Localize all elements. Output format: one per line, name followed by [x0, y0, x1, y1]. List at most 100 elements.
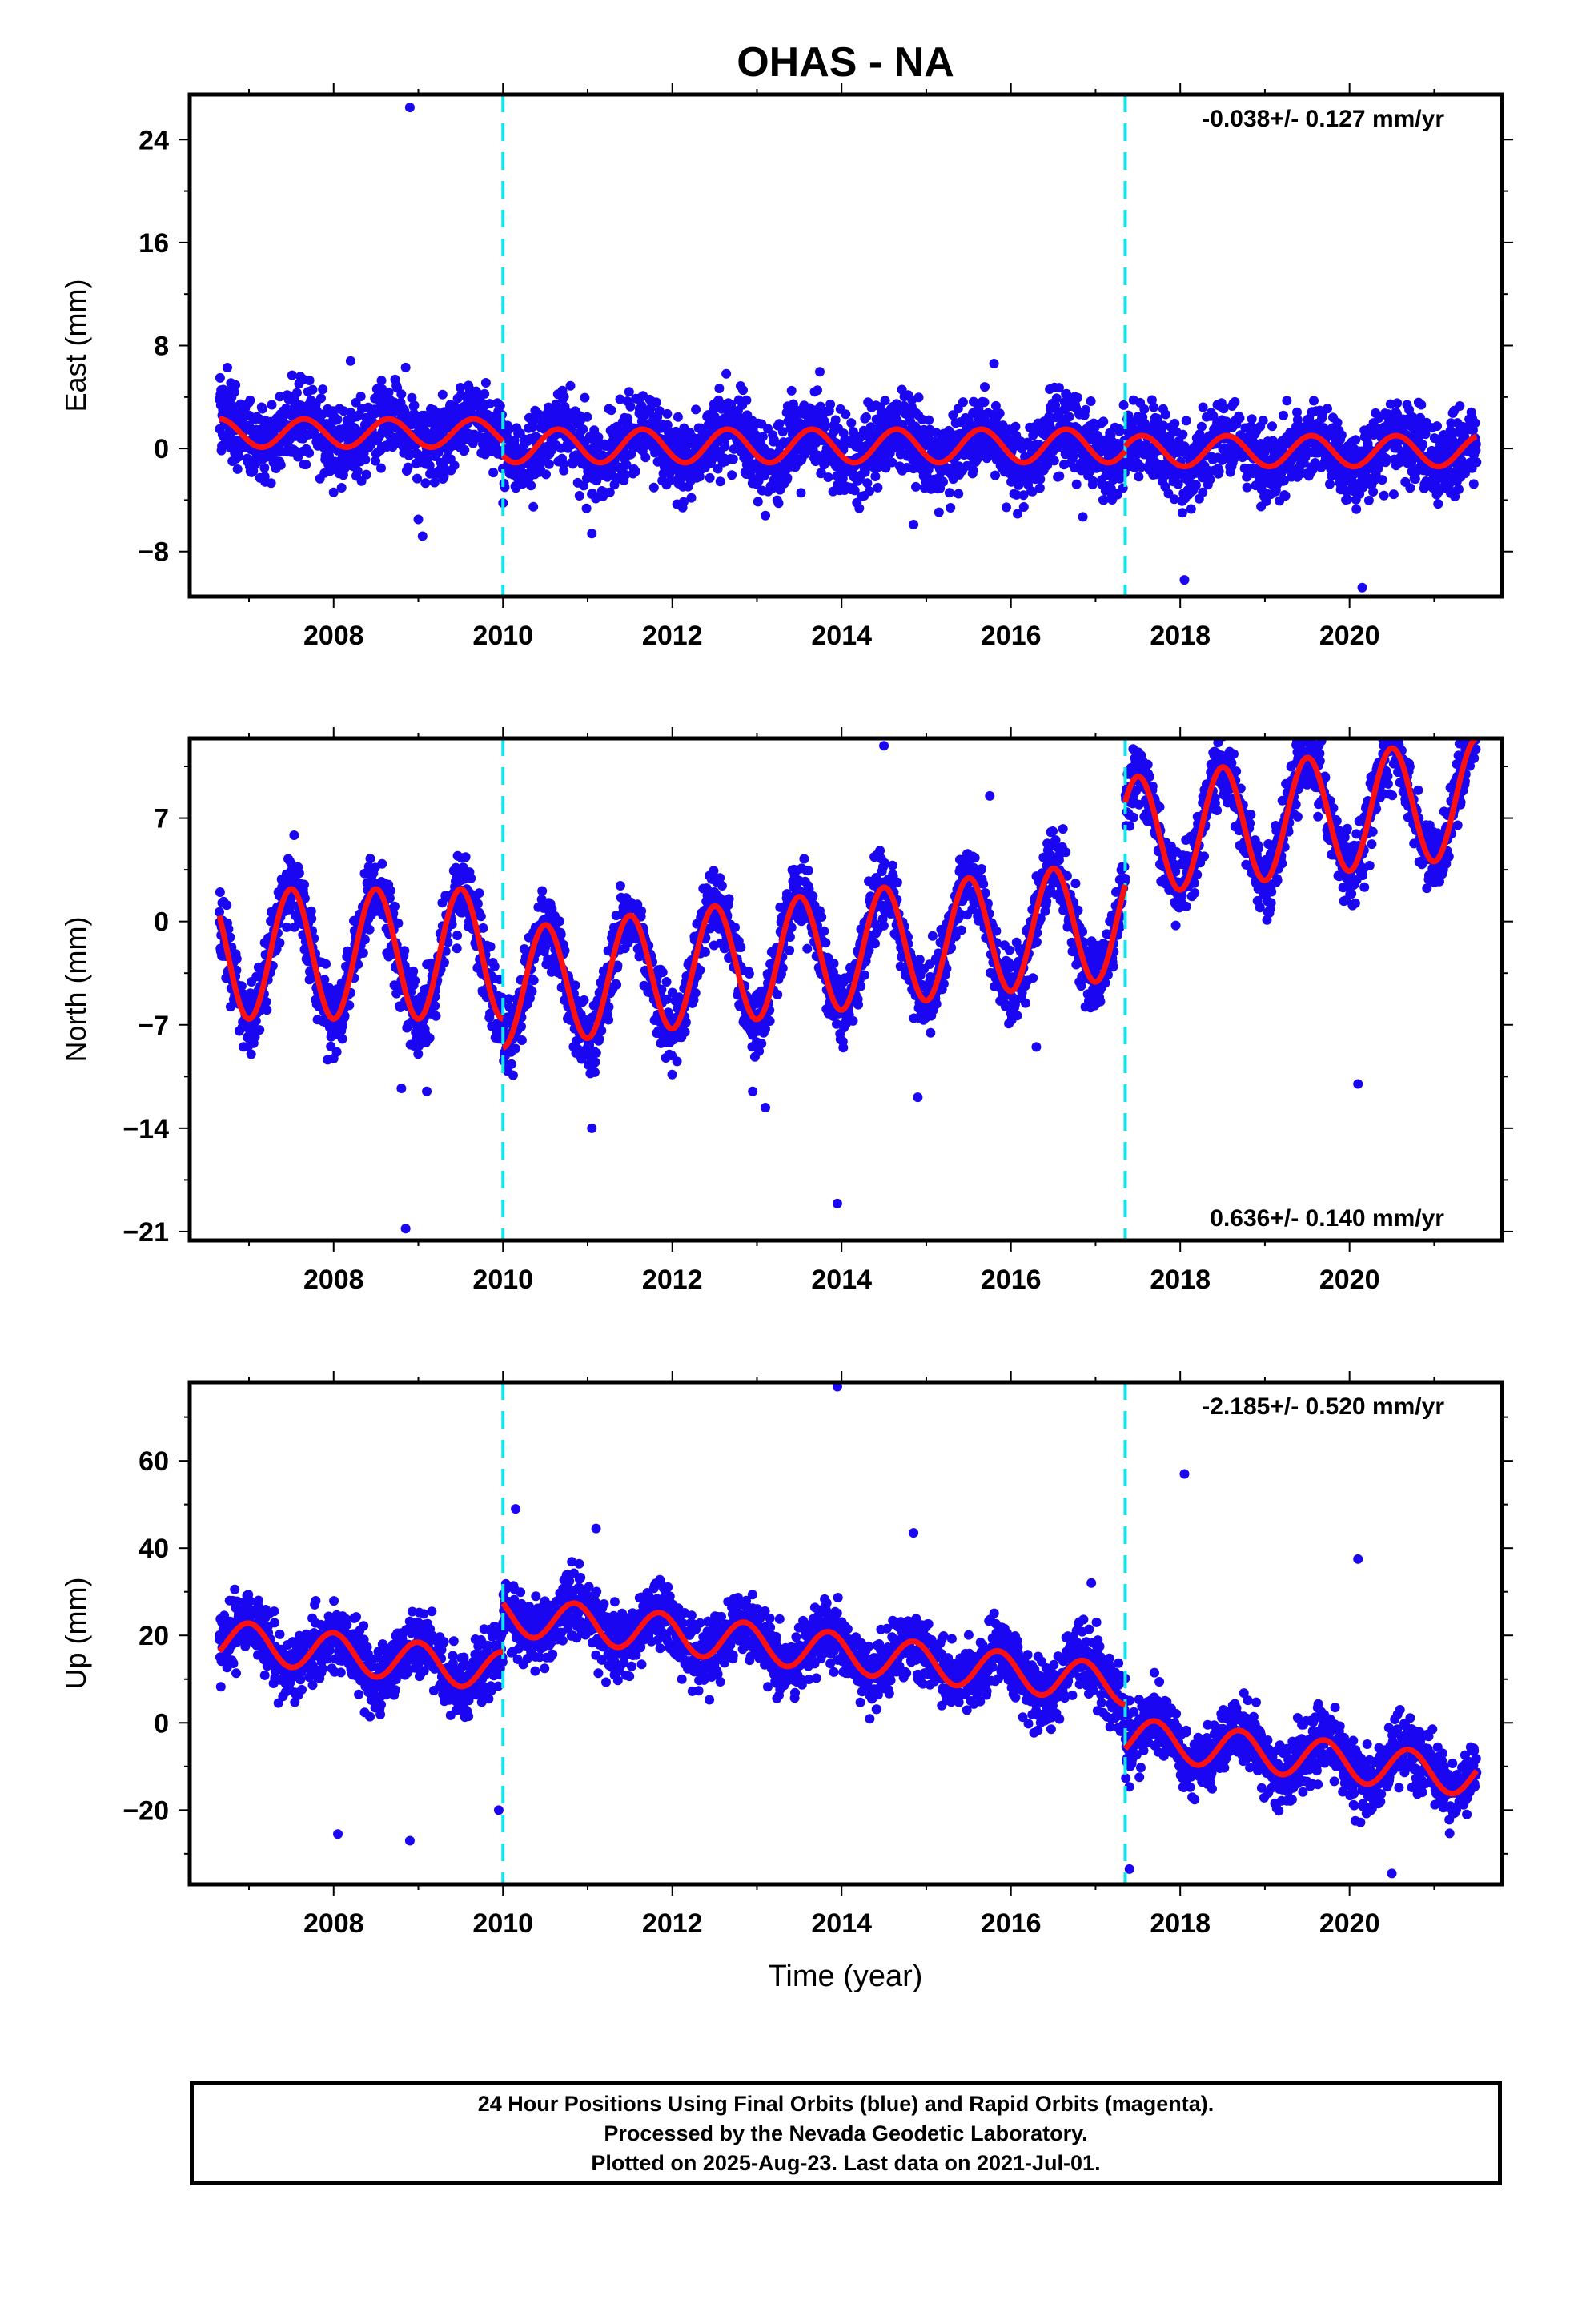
data-point — [980, 382, 990, 392]
data-point — [728, 454, 738, 464]
data-point — [574, 491, 584, 501]
data-point — [408, 966, 419, 976]
data-point — [630, 466, 640, 476]
data-point — [466, 873, 476, 883]
data-point — [1379, 490, 1389, 501]
data-point — [1013, 509, 1022, 519]
data-point — [439, 471, 449, 481]
data-point — [1051, 393, 1062, 404]
data-point — [1028, 430, 1038, 440]
data-point — [400, 946, 410, 956]
data-point — [841, 409, 851, 420]
data-point — [757, 432, 768, 442]
data-point — [963, 415, 974, 425]
data-point — [813, 385, 822, 396]
outlier-point — [417, 531, 428, 541]
data-point — [990, 400, 1001, 411]
data-point — [1235, 413, 1245, 424]
data-point — [1282, 396, 1292, 406]
data-point — [686, 493, 697, 503]
data-point — [1336, 430, 1347, 440]
tick-marks — [179, 83, 1513, 608]
data-point — [352, 466, 363, 476]
x-tick-label: 2020 — [1319, 621, 1380, 651]
data-point — [815, 367, 825, 377]
data-point — [1178, 429, 1188, 440]
data-point — [383, 387, 394, 397]
outlier-point — [1179, 575, 1190, 585]
data-point — [1173, 479, 1183, 489]
data-point — [294, 868, 304, 879]
data-point — [1261, 496, 1271, 506]
data-point — [431, 1011, 441, 1021]
data-point — [1309, 396, 1319, 406]
data-point — [232, 464, 243, 474]
data-point — [1368, 487, 1379, 497]
data-point — [1198, 402, 1208, 412]
data-point — [1383, 409, 1393, 420]
x-tick-label: 2008 — [303, 621, 364, 651]
data-point — [589, 425, 600, 436]
data-point — [1098, 416, 1109, 427]
data-point — [259, 463, 270, 473]
data-point — [620, 469, 631, 480]
data-point — [580, 392, 590, 403]
data-point — [452, 943, 462, 954]
data-point — [222, 900, 232, 911]
data-point — [579, 995, 589, 1005]
data-point — [234, 452, 244, 462]
outlier-point — [404, 103, 415, 113]
data-point — [1034, 483, 1045, 493]
outlier-point — [1357, 582, 1367, 593]
data-point — [1205, 474, 1215, 485]
data-point — [371, 456, 380, 466]
data-point — [579, 480, 589, 491]
data-point — [228, 401, 238, 412]
data-point — [789, 403, 799, 413]
data-point — [1146, 395, 1157, 405]
outlier-point — [345, 356, 355, 366]
plot-frame — [187, 92, 1504, 599]
outlier-point — [400, 362, 411, 372]
data-point — [1307, 465, 1318, 476]
data-point — [1112, 489, 1122, 500]
data-point — [449, 460, 460, 471]
data-point — [506, 1059, 516, 1069]
data-point — [720, 441, 730, 452]
data-point — [1381, 453, 1391, 464]
data-point — [396, 389, 407, 400]
data-point — [356, 476, 367, 486]
data-point — [229, 387, 239, 397]
data-point — [1432, 421, 1442, 432]
x-tick-label: 2010 — [472, 1265, 533, 1295]
data-point — [1455, 401, 1465, 411]
data-point — [860, 467, 870, 477]
data-point — [990, 470, 1000, 480]
data-point — [1054, 383, 1064, 393]
data-point — [456, 383, 466, 392]
y-axis-label: East (mm) — [59, 279, 92, 412]
data-point — [1196, 421, 1207, 432]
data-point — [1363, 495, 1374, 505]
x-tick-label: 2008 — [303, 1265, 364, 1295]
x-tick-label: 2020 — [1319, 1265, 1380, 1295]
data-point — [1332, 417, 1343, 428]
data-point — [865, 486, 874, 497]
data-point — [1186, 504, 1196, 514]
data-point — [528, 416, 539, 426]
data-point — [582, 412, 592, 422]
data-point — [304, 448, 315, 458]
data-point — [1158, 420, 1169, 431]
data-point — [727, 470, 737, 480]
outlier-point — [761, 510, 771, 521]
data-point — [409, 400, 420, 411]
data-point — [376, 376, 387, 386]
data-point — [289, 830, 299, 840]
data-point — [1230, 396, 1240, 407]
x-tick-label: 2010 — [472, 621, 533, 651]
data-point — [923, 464, 934, 475]
data-point — [865, 422, 876, 432]
data-point — [662, 408, 673, 419]
data-point — [624, 387, 634, 397]
data-point — [938, 476, 948, 487]
